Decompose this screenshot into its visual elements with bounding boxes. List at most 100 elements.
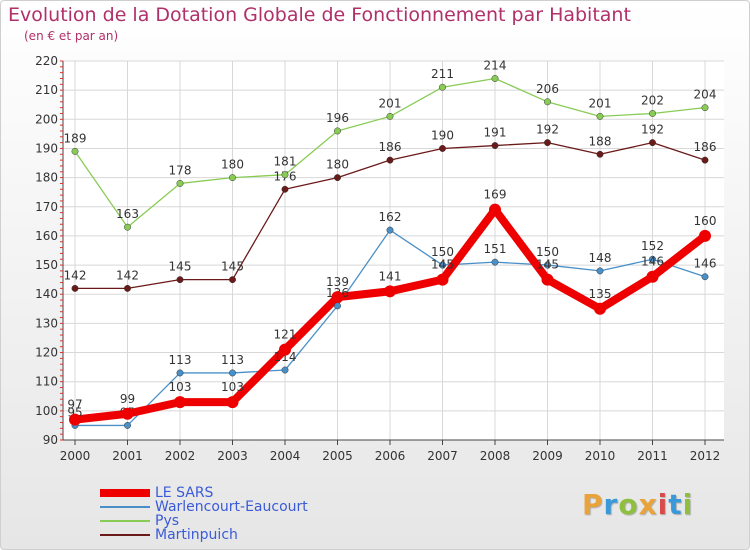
y-tick-label: 210 (35, 83, 58, 97)
data-label: 135 (589, 287, 612, 301)
data-point (69, 413, 81, 426)
y-tick-label: 160 (35, 229, 58, 243)
data-point (121, 407, 134, 420)
data-point (439, 261, 446, 269)
data-label: 181 (274, 155, 297, 169)
data-point (544, 261, 551, 269)
data-label: 99 (120, 392, 135, 406)
x-tick-label: 2007 (427, 449, 458, 463)
data-point (71, 284, 79, 292)
data-label: 150 (431, 245, 454, 259)
legend-swatch (100, 534, 150, 536)
legend-label: Warlencourt-Eaucourt (155, 499, 308, 515)
data-label: 196 (326, 111, 349, 125)
data-label: 188 (589, 134, 612, 148)
data-label: 192 (536, 123, 559, 137)
logo-letter: r (603, 488, 619, 521)
data-point (439, 83, 446, 91)
data-point (436, 273, 449, 286)
data-point (229, 174, 236, 182)
data-label: 169 (484, 188, 507, 202)
x-tick-label: 2009 (532, 449, 563, 463)
legend-swatch (100, 520, 150, 522)
data-point (281, 171, 289, 179)
data-label: 113 (221, 353, 244, 367)
data-label: 139 (326, 275, 349, 289)
data-label: 178 (169, 163, 192, 177)
legend-label: Pys (155, 513, 180, 529)
data-point (226, 396, 239, 409)
data-label: 141 (379, 269, 402, 283)
y-tick-label: 220 (35, 54, 58, 68)
data-point (649, 255, 656, 263)
x-tick-label: 2006 (375, 449, 406, 463)
data-label: 142 (64, 268, 87, 282)
data-point (176, 369, 184, 377)
data-label: 148 (589, 251, 612, 265)
data-label: 163 (116, 207, 139, 221)
data-point (71, 147, 79, 155)
legend-label: LE SARS (155, 485, 214, 501)
data-point (334, 127, 341, 135)
logo-letter: i (682, 488, 694, 521)
y-tick-label: 200 (35, 112, 58, 126)
data-point (174, 396, 186, 409)
data-point (699, 229, 711, 242)
x-tick-label: 2002 (165, 449, 196, 463)
data-label: 103 (169, 380, 192, 394)
x-tick-label: 2010 (585, 449, 616, 463)
legend-label: Martinpuich (155, 527, 238, 543)
data-point (281, 185, 289, 193)
data-label: 204 (694, 88, 717, 102)
data-label: 145 (169, 260, 192, 274)
data-label: 162 (379, 210, 402, 224)
y-tick-label: 90 (43, 433, 58, 447)
data-point (229, 369, 236, 377)
data-label: 191 (484, 126, 507, 140)
data-label: 190 (431, 128, 454, 142)
data-label: 214 (484, 58, 507, 72)
data-point (491, 258, 499, 266)
x-tick-label: 2012 (690, 449, 721, 463)
logo-letter: t (668, 488, 683, 521)
x-tick-label: 2008 (480, 449, 511, 463)
legend-swatch (100, 506, 150, 508)
y-tick-label: 100 (35, 404, 58, 418)
y-tick-label: 110 (35, 375, 58, 389)
x-tick-label: 2004 (270, 449, 301, 463)
data-label: 146 (694, 257, 717, 271)
data-label: 145 (221, 260, 244, 274)
y-tick-label: 190 (35, 141, 58, 155)
data-point (646, 270, 659, 283)
data-point (439, 145, 446, 152)
data-label: 201 (379, 96, 402, 110)
data-point (491, 75, 499, 82)
data-point (124, 284, 131, 292)
y-tick-label: 180 (35, 171, 58, 185)
y-tick-label: 140 (35, 287, 58, 301)
data-point (701, 104, 709, 112)
data-point (544, 139, 551, 147)
data-point (334, 302, 341, 310)
data-point (596, 267, 604, 275)
proxiti-logo: Proxiti (582, 488, 693, 521)
logo-letter: x (638, 488, 658, 521)
chart-subtitle: (en € et par an) (24, 29, 119, 43)
x-tick-label: 2003 (217, 449, 248, 463)
data-label: 180 (221, 158, 244, 172)
data-label: 103 (221, 380, 244, 394)
data-point (596, 112, 604, 120)
data-label: 201 (589, 96, 612, 110)
data-point (649, 110, 656, 117)
plot-area (63, 61, 724, 440)
data-point (386, 156, 394, 164)
data-point (176, 179, 184, 187)
data-point (334, 174, 341, 182)
data-label: 113 (169, 353, 192, 367)
x-tick-label: 2001 (112, 449, 143, 463)
data-label: 202 (641, 93, 664, 107)
data-label: 186 (694, 140, 717, 154)
x-tick-label: 2011 (637, 449, 668, 463)
data-label: 189 (64, 131, 87, 145)
